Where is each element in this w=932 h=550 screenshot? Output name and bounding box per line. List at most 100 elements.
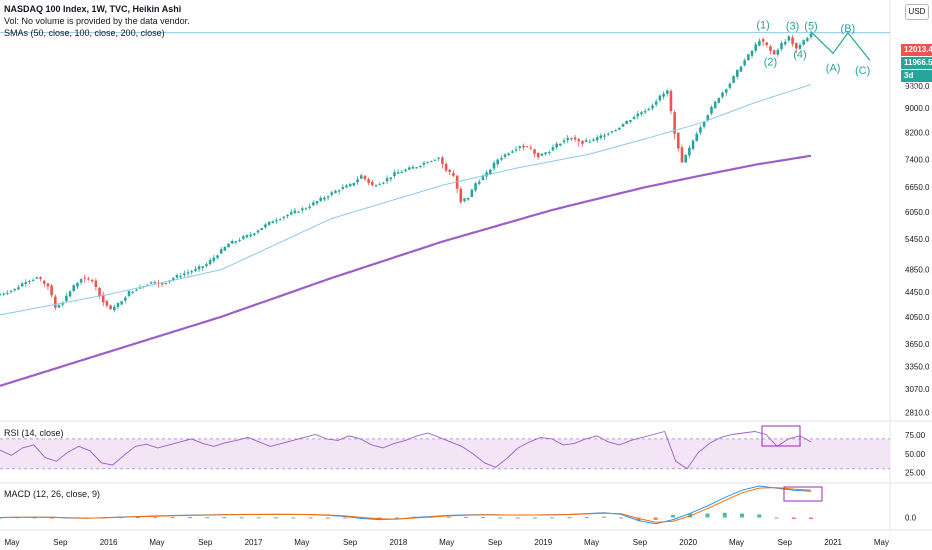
macd-histogram-bar (32, 517, 37, 519)
candle-body (245, 235, 249, 238)
candle-body (588, 141, 592, 143)
chart-title: NASDAQ 100 Index, 1W, TVC, Heikin Ashi (4, 4, 182, 14)
time-tick-label: Sep (198, 538, 213, 547)
candle-body (278, 219, 282, 221)
candle-body (643, 111, 647, 113)
candle-body (297, 211, 300, 213)
candle-body (728, 83, 732, 88)
candle-body (127, 291, 131, 296)
macd-histogram-bar (809, 517, 814, 520)
macd-histogram-bar (308, 517, 313, 519)
sma-legend[interactable]: SMAs (50, close, 100, close, 200, close) (4, 28, 165, 38)
candle-body (131, 291, 135, 293)
candle-body (518, 146, 522, 149)
price-axis: 2810.0 3070.0 3350.0 3650.0 4050.0 4450.0 4850… (905, 56, 932, 417)
candle-body (267, 221, 271, 225)
time-tick-label: May (149, 538, 164, 547)
candle-body (319, 197, 323, 201)
candle-body (400, 171, 404, 173)
candle-body (363, 175, 367, 179)
macd-histogram-bar (49, 517, 54, 519)
price-tag-reference: 12013.4 (901, 44, 932, 56)
time-tick-label: 2019 (534, 538, 552, 547)
macd-histogram-bar (791, 517, 796, 520)
candle-body (289, 212, 293, 215)
time-tick-label: Sep (488, 538, 503, 547)
candle-body (477, 181, 481, 184)
wave-projection-line (810, 31, 871, 61)
candle-body (544, 152, 547, 155)
candle-body (599, 135, 603, 139)
candle-body (109, 305, 112, 310)
candle-body (326, 196, 330, 198)
candle-body (536, 152, 540, 158)
time-tick-label: Sep (778, 538, 793, 547)
macd-legend[interactable]: MACD (12, 26, close, 9) (4, 489, 101, 499)
macd-histogram-bar (636, 517, 641, 521)
candle-body (76, 282, 79, 287)
candle-body (570, 138, 573, 140)
wave-label: (1) (756, 20, 769, 32)
signal-line (0, 487, 812, 523)
rsi-legend[interactable]: RSI (14, close) (4, 428, 64, 438)
time-tick-label: May (874, 538, 889, 547)
candle-body (135, 289, 138, 291)
candle-body (208, 260, 212, 265)
sma-200-line (0, 154, 812, 387)
candle-body (595, 137, 599, 141)
currency-button[interactable]: USD (905, 4, 929, 20)
macd-histogram-bar (498, 517, 503, 519)
candle-body (249, 234, 252, 237)
macd-histogram-bar (705, 513, 710, 518)
candle-body (765, 42, 769, 45)
candle-body (514, 149, 518, 151)
rsi-tick-label: 75.00 (905, 431, 926, 440)
macd-histogram-bar (205, 517, 210, 519)
candle-body (256, 230, 260, 233)
rsi-line (0, 430, 812, 470)
candle-body (205, 264, 208, 267)
wave-label: (4) (793, 49, 806, 61)
candle-body (669, 91, 673, 112)
macd-histogram-bar (653, 517, 658, 520)
candle-body (551, 147, 555, 151)
rsi-tick-label: 25.00 (905, 469, 926, 478)
candle-body (260, 228, 264, 230)
time-tick-label: May (294, 538, 309, 547)
price-tick-label: 4050.0 (905, 313, 930, 322)
candle-body (584, 140, 588, 142)
candle-body (160, 283, 164, 285)
candle-body (503, 154, 507, 157)
macd-tick-label: 0.0 (905, 514, 917, 523)
candle-body (315, 201, 319, 204)
candle-body (323, 197, 326, 200)
candle-body (334, 190, 337, 194)
candle-body (507, 153, 511, 156)
macd-histogram-bar (343, 517, 348, 519)
price-tick-label: 9000.0 (905, 104, 930, 113)
candle-body (559, 143, 562, 146)
candle-body (186, 272, 190, 274)
candle-body (418, 166, 422, 168)
candle-body (20, 283, 24, 287)
wave-label: (A) (826, 63, 841, 75)
candle-body (444, 163, 448, 171)
candle-body (293, 210, 297, 213)
candle-body (275, 220, 278, 222)
candle-body (448, 169, 452, 172)
candle-body (54, 296, 57, 308)
candle-body (606, 133, 610, 135)
candle-body (24, 282, 28, 284)
candle-body (566, 138, 570, 141)
candle-body (87, 278, 90, 280)
macd-histogram-bar (739, 513, 744, 518)
candle-body (396, 172, 400, 174)
candle-body (120, 301, 123, 305)
time-tick-label: May (439, 538, 454, 547)
candle-body (806, 38, 809, 41)
price-tick-label: 2810.0 (905, 408, 930, 417)
candle-body (754, 44, 758, 51)
candle-body (6, 292, 9, 294)
macd-histogram-bar (619, 517, 624, 519)
